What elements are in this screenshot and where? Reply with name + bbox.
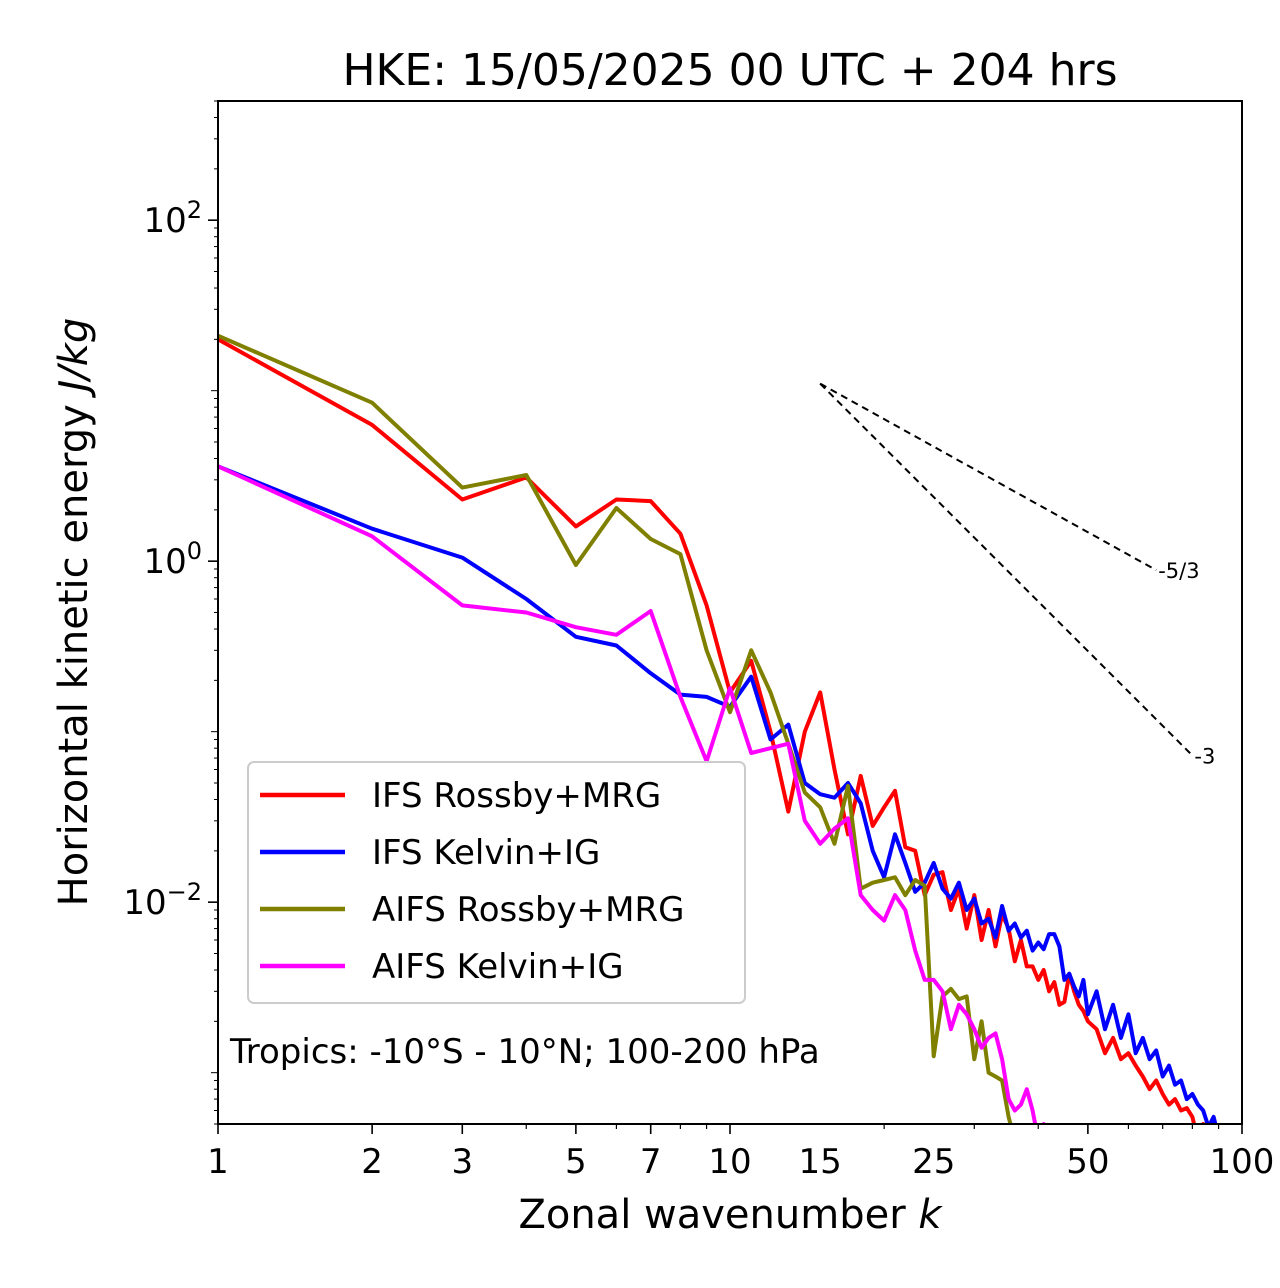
series-line-aifs-kelvin-ig [218, 464, 1046, 1124]
legend-frame [247, 761, 746, 1004]
x-tick-label: 50 [1066, 1142, 1109, 1182]
legend-label-ifs-rossby-mrg: IFS Rossby+MRG [372, 776, 661, 816]
series-layer [218, 333, 1218, 1124]
plot-frame [217, 100, 1243, 1125]
reference-slope-label: -3 [1194, 744, 1215, 768]
x-tick-label: 5 [565, 1142, 587, 1182]
x-axis-label: Zonal wavenumber k [518, 1192, 943, 1238]
x-tick-label: 10 [708, 1142, 751, 1182]
series-line-ifs-kelvin-ig [218, 464, 1218, 1124]
y-tick-label: 100 [143, 537, 202, 582]
y-axis-label: Horizontal kinetic energy J/kg [51, 318, 97, 907]
legend-label-aifs-kelvin-ig: AIFS Kelvin+IG [372, 947, 624, 987]
y-axis: 10−2 100 102 [123, 100, 218, 1125]
reference-slope-line [819, 382, 1194, 757]
x-tick-label: 2 [361, 1142, 383, 1182]
x-tick-label: 15 [799, 1142, 842, 1182]
y-axis-label-units: J/kg [51, 318, 97, 399]
x-axis-label-text: Zonal wavenumber [518, 1192, 906, 1238]
y-tick-label: 10−2 [123, 878, 202, 923]
x-tick-label: 3 [451, 1142, 473, 1182]
legend-label-ifs-kelvin-ig: IFS Kelvin+IG [372, 833, 600, 873]
x-tick-label: 100 [1210, 1142, 1275, 1182]
series-line-ifs-rossby-mrg [218, 337, 1206, 1124]
reference-slope-line [819, 382, 1157, 572]
reference-slope-label: -5/3 [1158, 559, 1199, 583]
series-line-aifs-rossby-mrg [218, 333, 1013, 1124]
y-tick-label: 102 [143, 196, 202, 241]
x-axis-label-symbol: k [918, 1192, 943, 1238]
x-axis: 1 2 3 5 7 10 15 25 50 100 [207, 1124, 1274, 1182]
chart-title: HKE: 15/05/2025 00 UTC + 204 hrs [342, 45, 1117, 96]
x-tick-label: 25 [912, 1142, 955, 1182]
x-tick-label: 7 [640, 1142, 662, 1182]
x-tick-label: 1 [207, 1142, 229, 1182]
legend: IFS Rossby+MRG IFS Kelvin+IG AIFS Rossby+M… [247, 761, 746, 1004]
y-axis-label-text: Horizontal kinetic energy [51, 404, 97, 906]
legend-label-aifs-rossby-mrg: AIFS Rossby+MRG [372, 890, 684, 930]
legend-items: IFS Rossby+MRG IFS Kelvin+IG AIFS Rossby+M… [260, 776, 684, 987]
reference-slope-layer: -5/3 -3 [819, 382, 1215, 768]
region-annotation: Tropics: -10°S - 10°N; 100-200 hPa [229, 1032, 820, 1072]
